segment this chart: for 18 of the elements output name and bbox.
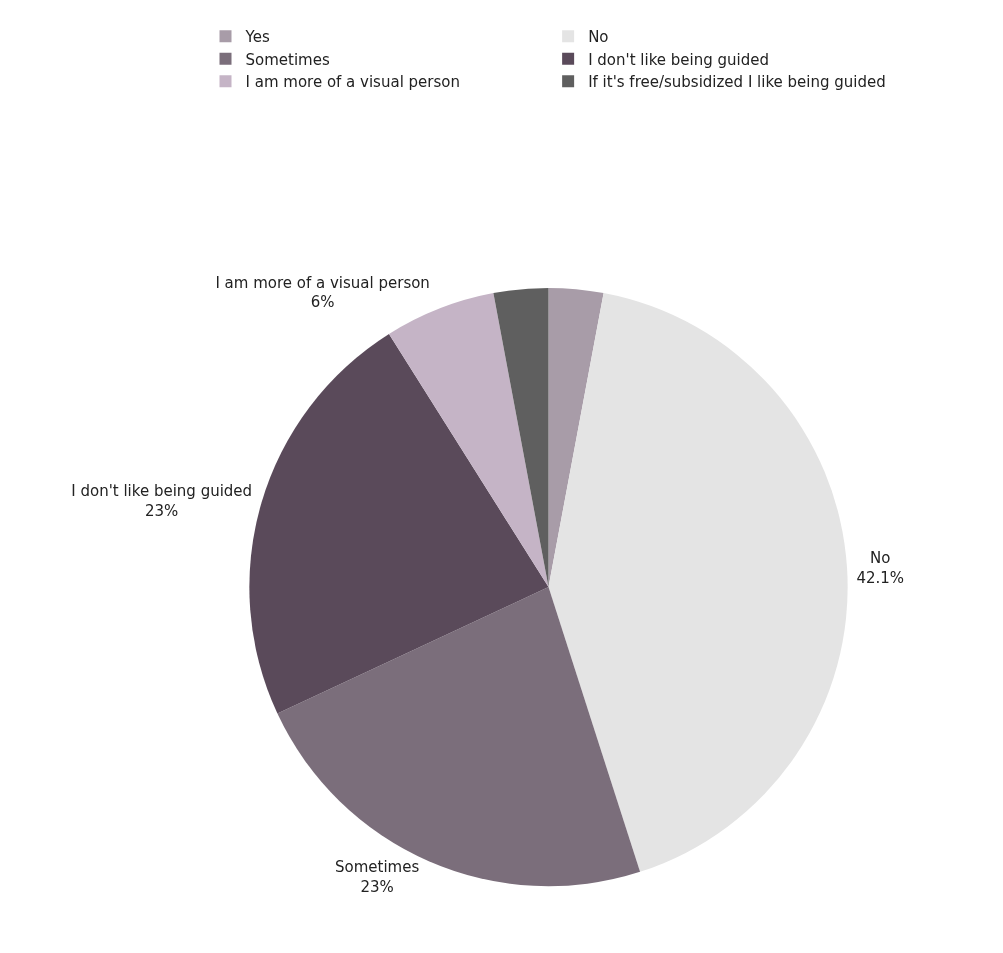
legend-label: Yes (244, 28, 270, 47)
data-label: 23% (360, 877, 394, 896)
legend-label: If it's free/subsidized I like being guided (588, 73, 886, 92)
legend-label: Sometimes (245, 50, 330, 69)
data-label: 42.1% (856, 568, 905, 587)
legend-label: No (588, 28, 609, 47)
slice-label: No (870, 549, 891, 568)
data-label: 6% (310, 293, 335, 312)
pie-slice (389, 293, 549, 588)
pie-slice (249, 333, 549, 714)
data-label: 23% (145, 501, 179, 520)
legend-label: I don't like being guided (588, 50, 769, 69)
pie-slice (493, 287, 549, 588)
slice-label: I am more of a visual person (215, 273, 430, 292)
slice-label: I don't like being guided (71, 482, 253, 501)
slice-label: Sometimes (335, 858, 420, 877)
pie-slice (548, 293, 848, 872)
legend-label: I am more of a visual person (245, 73, 460, 92)
